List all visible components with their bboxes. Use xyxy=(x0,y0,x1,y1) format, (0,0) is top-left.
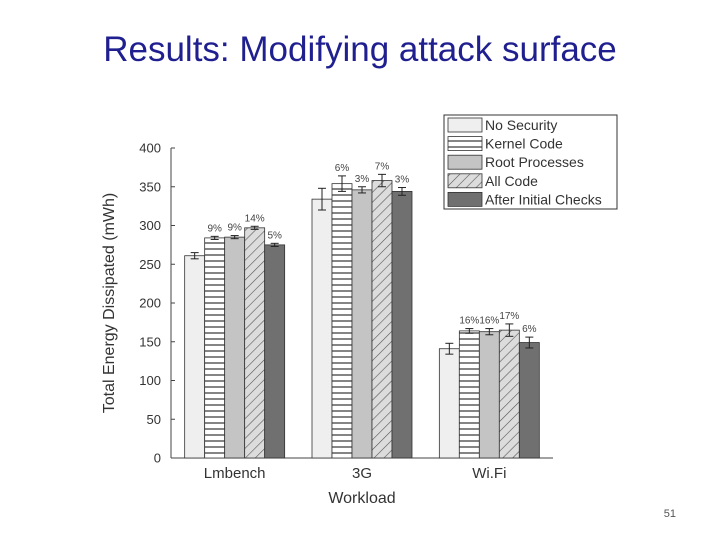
legend-entry: All Code xyxy=(485,173,538,189)
legend-swatch xyxy=(447,154,483,170)
overhead-label: 16% xyxy=(459,316,479,327)
overhead-label: 3% xyxy=(355,174,370,185)
bar xyxy=(391,190,413,459)
y-tick-label: 400 xyxy=(139,141,161,156)
bar xyxy=(224,236,246,459)
bar xyxy=(351,189,373,459)
bar xyxy=(264,244,286,459)
legend-entry: No Security xyxy=(485,117,557,133)
bar xyxy=(311,198,333,459)
x-tick-label: Wi.Fi xyxy=(472,465,506,482)
overhead-label: 6% xyxy=(522,324,537,335)
bar xyxy=(184,255,206,459)
y-tick-label: 150 xyxy=(139,334,161,349)
y-tick-label: 50 xyxy=(147,412,161,427)
page-number: 51 xyxy=(663,508,676,520)
y-tick-label: 300 xyxy=(139,218,161,233)
legend-entry: After Initial Checks xyxy=(485,191,602,207)
bar xyxy=(498,329,520,459)
bar xyxy=(478,331,500,459)
x-axis-label: Workload xyxy=(328,490,395,507)
overhead-label: 6% xyxy=(335,163,350,174)
overhead-label: 7% xyxy=(375,161,390,172)
overhead-label: 3% xyxy=(395,175,410,186)
y-tick-label: 250 xyxy=(139,257,161,272)
bar xyxy=(438,348,460,459)
overhead-label: 16% xyxy=(479,316,499,327)
y-tick-label: 200 xyxy=(139,296,161,311)
overhead-label: 17% xyxy=(499,311,519,322)
y-axis-label: Total Energy Dissipated (mWh) xyxy=(101,193,118,414)
y-tick-label: 100 xyxy=(139,373,161,388)
slide-title: Results: Modifying attack surface xyxy=(103,30,617,69)
legend-entry: Root Processes xyxy=(485,154,584,170)
legend-swatch xyxy=(447,117,483,133)
x-tick-label: 3G xyxy=(352,465,372,482)
overhead-label: 5% xyxy=(267,230,282,241)
bar xyxy=(204,237,226,459)
bar xyxy=(518,342,540,459)
bar xyxy=(371,180,393,459)
overhead-label: 14% xyxy=(245,213,265,224)
legend-entry: Kernel Code xyxy=(485,136,563,152)
y-tick-label: 350 xyxy=(139,179,161,194)
bar xyxy=(244,227,266,459)
legend-swatch xyxy=(447,173,483,189)
y-tick-label: 0 xyxy=(154,451,161,466)
legend-swatch xyxy=(447,136,483,152)
bar xyxy=(458,330,480,459)
overhead-label: 9% xyxy=(207,223,222,234)
bar xyxy=(331,183,353,459)
legend-swatch xyxy=(447,191,483,207)
x-tick-label: Lmbench xyxy=(204,465,266,482)
overhead-label: 9% xyxy=(227,223,242,234)
